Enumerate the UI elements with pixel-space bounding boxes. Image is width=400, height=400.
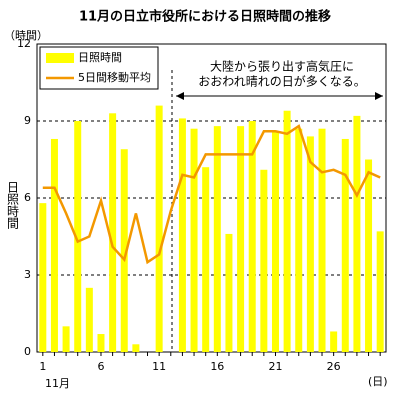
- bar: [213, 126, 221, 352]
- legend-label: 5日間移動平均: [78, 70, 151, 84]
- bar: [283, 110, 291, 352]
- y-tick-label: 12: [17, 37, 31, 50]
- bar: [225, 233, 233, 352]
- bar: [155, 105, 163, 352]
- bar: [237, 126, 245, 352]
- y-tick-label: 9: [24, 114, 31, 127]
- x-tick-label: 26: [327, 360, 341, 373]
- x-tick-label: 6: [97, 360, 104, 373]
- bar: [132, 344, 140, 352]
- y-tick-label: 6: [24, 191, 31, 204]
- bar: [85, 287, 93, 352]
- bar: [365, 159, 373, 352]
- x-tick-label: 11: [152, 360, 166, 373]
- bar: [74, 121, 82, 352]
- y-tick-label: 3: [24, 268, 31, 281]
- bar: [248, 121, 256, 352]
- bar: [306, 136, 314, 352]
- x-unit: (日): [368, 375, 388, 388]
- bar: [190, 128, 198, 352]
- x-tick-label: 16: [210, 360, 224, 373]
- bar: [271, 131, 279, 352]
- annotation: 大陸から張り出す高気圧に: [210, 59, 354, 74]
- bar: [39, 203, 47, 352]
- bar: [353, 115, 361, 352]
- legend-swatch: [46, 53, 74, 63]
- bar: [120, 149, 128, 352]
- y-tick-label: 0: [24, 345, 31, 358]
- bar: [341, 138, 349, 352]
- bar: [376, 231, 384, 352]
- bar: [330, 331, 338, 352]
- x-tick-label: 21: [268, 360, 282, 373]
- bar: [318, 128, 326, 352]
- annotation: おおわれ晴れの日が多くなる。: [198, 74, 365, 89]
- chart-title: 11月の日立市役所における日照時間の推移: [79, 9, 331, 25]
- legend-label: 日照時間: [78, 51, 122, 64]
- bar: [202, 167, 210, 352]
- y-unit: （時間）: [4, 29, 48, 42]
- bar: [260, 169, 268, 352]
- bar: [295, 128, 303, 352]
- y-axis-label: 日照時間: [6, 181, 20, 229]
- bar: [62, 326, 70, 352]
- bar: [50, 138, 58, 352]
- line: [42, 124, 381, 265]
- x-tick-label: 1: [39, 360, 46, 373]
- bar: [109, 113, 117, 352]
- bar: [178, 118, 186, 352]
- x-month: 11月: [45, 377, 70, 390]
- bar: [97, 334, 105, 352]
